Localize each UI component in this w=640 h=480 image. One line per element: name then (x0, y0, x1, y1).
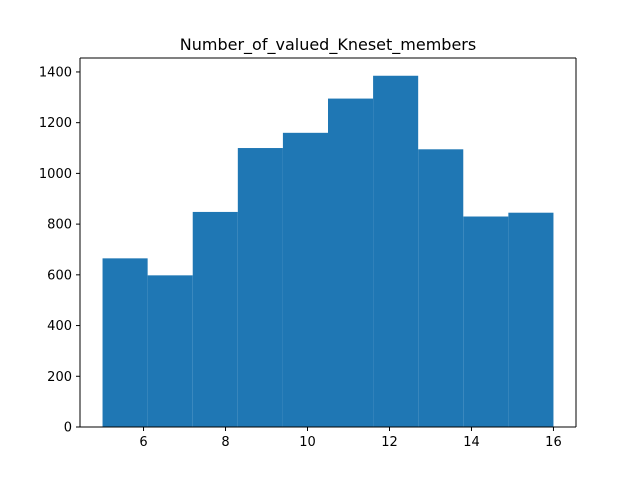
x-tick-label: 12 (381, 435, 398, 450)
y-tick-label: 800 (47, 218, 72, 233)
x-tick-label: 10 (299, 435, 316, 450)
histogram-bar (508, 212, 554, 427)
histogram-bar (237, 148, 283, 427)
axes-layer: 6 8 10 12 14 16 0 200 400 600 800 1000 1200 1400 (39, 57, 577, 450)
bars-layer (102, 75, 554, 428)
x-tick-label: 16 (545, 435, 562, 450)
y-tick-label: 0 (64, 421, 72, 436)
chart-title: Number_of_valued_Kneset_members (180, 35, 476, 55)
y-tick-label: 1000 (39, 167, 72, 182)
x-tick-label: 6 (139, 435, 147, 450)
y-tick-label: 1400 (39, 65, 72, 80)
histogram-bar (328, 98, 374, 427)
histogram-bar (192, 211, 238, 427)
histogram-bar (463, 216, 509, 427)
histogram-bar (282, 132, 328, 427)
histogram-bar (147, 275, 193, 427)
y-tick-label: 600 (47, 268, 72, 283)
y-tick-label: 400 (47, 319, 72, 334)
x-tick-label: 8 (221, 435, 229, 450)
x-tick-label: 14 (463, 435, 480, 450)
y-tick-label: 200 (47, 370, 72, 385)
histogram-bar (418, 149, 464, 428)
histogram-bar (102, 258, 148, 427)
y-tick-label: 1200 (39, 116, 72, 131)
histogram-bar (373, 75, 419, 428)
